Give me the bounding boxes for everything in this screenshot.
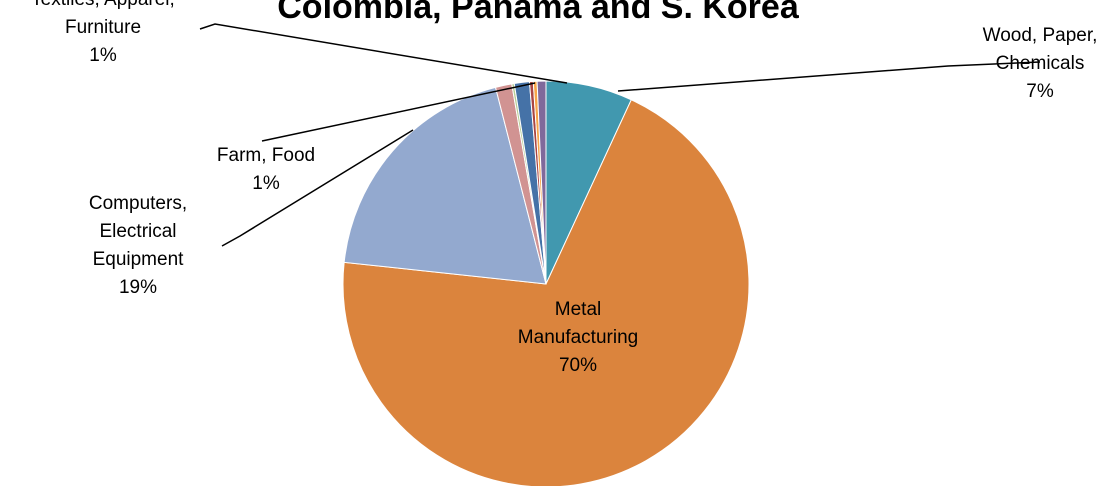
leader-line-computers-electrical-equipment [221, 129, 414, 247]
pie-slice-computers-electrical-equipment [343, 86, 547, 285]
slice-label-line: Computers, [89, 193, 187, 214]
slice-label-textiles-apparel-furniture: Textiles, Apparel, Furniture 1% [31, 0, 175, 66]
pie-slice-unlabeled-8 [536, 80, 547, 285]
slice-labels: Wood, Paper, Chemicals 7% Metal Manufacturin… [31, 0, 1097, 376]
slice-label-line: Electrical [99, 221, 176, 242]
slice-label-farm-food: Farm, Food 1% [217, 145, 315, 194]
slice-percent: 1% [89, 45, 117, 66]
slice-label-metal-manufacturing: Metal Manufacturing 70% [518, 299, 638, 376]
slice-label-computers-electrical-equipment: Computers, Electrical Equipment 19% [89, 193, 187, 298]
slice-percent: 19% [119, 277, 157, 298]
pie-slice-metal-manufacturing [342, 99, 750, 486]
slice-label-line: Textiles, Apparel, [31, 0, 175, 10]
slice-percent: 70% [559, 355, 597, 376]
slice-percent: 1% [252, 173, 280, 194]
slice-percent: 7% [1026, 81, 1054, 102]
slice-label-line: Manufacturing [518, 327, 638, 348]
slice-label-line: Chemicals [996, 53, 1085, 74]
slice-label-line: Equipment [93, 249, 185, 270]
leader-line-wood-paper-chemicals [617, 61, 1041, 92]
slice-label-line: Wood, Paper, [983, 25, 1098, 46]
pie-slices [342, 80, 750, 486]
slice-label-line: Metal [555, 299, 601, 320]
leader-line-farm-food [261, 82, 536, 142]
leader-lines [199, 23, 1041, 247]
chart-title: Colombia, Panama and S. Korea [277, 0, 800, 26]
slice-label-line: Farm, Food [217, 145, 315, 166]
slice-label-wood-paper-chemicals: Wood, Paper, Chemicals 7% [983, 25, 1098, 102]
leader-line-textiles-apparel-furniture [199, 23, 568, 84]
slice-label-line: Furniture [65, 17, 141, 38]
